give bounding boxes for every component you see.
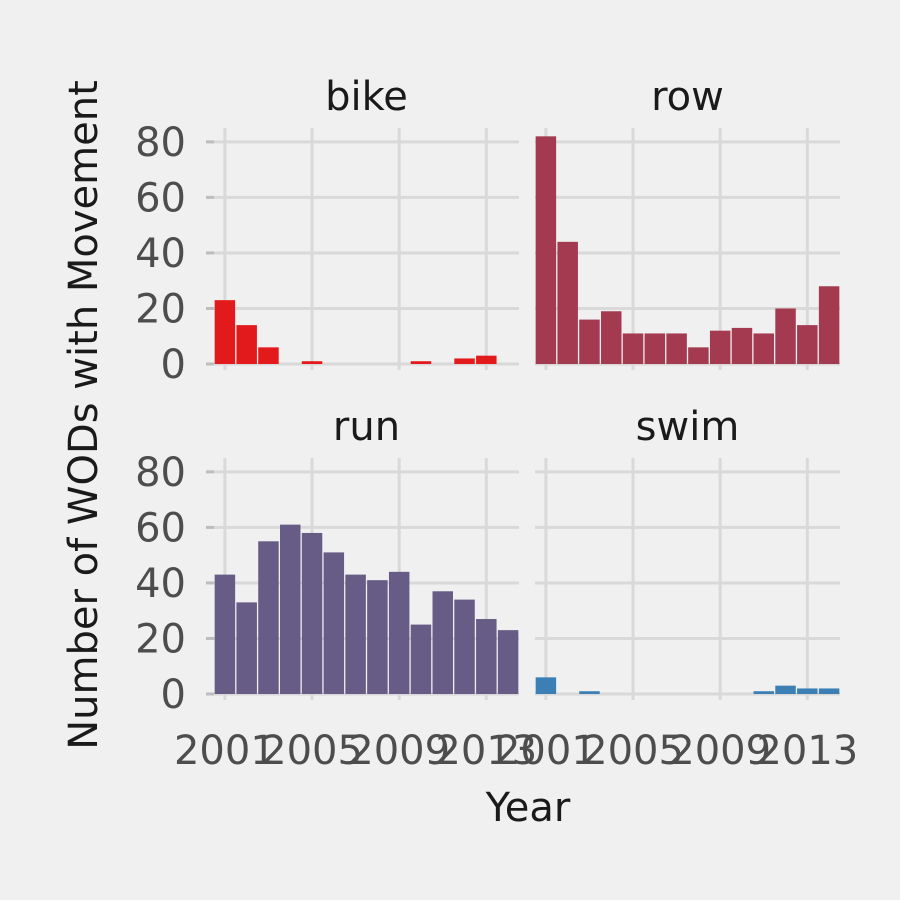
y-tick-label: 20 xyxy=(135,286,186,332)
bar-run-2002 xyxy=(236,602,257,694)
bar-run-2001 xyxy=(214,574,236,694)
bar-run-2005 xyxy=(301,532,323,694)
bar-bike-2002 xyxy=(236,325,257,364)
bar-row-2001 xyxy=(535,136,557,364)
bar-run-2009 xyxy=(388,571,410,694)
x-tick-label: 2013 xyxy=(756,728,858,774)
y-tick-label: 0 xyxy=(161,342,186,388)
y-tick-label: 80 xyxy=(135,450,186,496)
y-tick-label: 20 xyxy=(135,616,186,662)
bar-bike-2003 xyxy=(258,347,279,364)
panel-title-bike: bike xyxy=(325,74,408,120)
bar-row-2002 xyxy=(557,241,578,364)
bar-bike-2001 xyxy=(214,300,236,364)
bar-run-2006 xyxy=(323,552,345,694)
y-tick-label: 40 xyxy=(135,231,186,277)
bar-row-2011 xyxy=(753,333,774,364)
y-axis-title: Number of WODs with Movement xyxy=(61,80,107,750)
bar-swim-2014 xyxy=(818,688,840,694)
bar-run-2013 xyxy=(476,619,497,694)
x-tick-label: 2001 xyxy=(495,728,597,774)
bar-row-2004 xyxy=(601,311,622,364)
bar-run-2008 xyxy=(367,580,388,694)
y-tick-label: 80 xyxy=(135,120,186,166)
bar-run-2011 xyxy=(432,591,453,694)
bar-row-2009 xyxy=(709,330,731,364)
bar-bike-2005 xyxy=(301,361,323,364)
bar-swim-2011 xyxy=(753,691,774,694)
y-tick-label: 40 xyxy=(135,561,186,607)
bar-bike-2010 xyxy=(410,361,432,364)
bar-swim-2013 xyxy=(797,688,818,694)
bar-swim-2012 xyxy=(775,685,796,694)
y-tick-label: 60 xyxy=(135,175,186,221)
panel-title-run: run xyxy=(333,404,400,450)
x-axis-title: Year xyxy=(485,785,571,831)
bar-run-2012 xyxy=(454,599,475,694)
bar-run-2004 xyxy=(280,524,301,694)
x-tick-label: 2009 xyxy=(348,728,450,774)
bar-run-2010 xyxy=(410,624,432,694)
x-tick-label: 2005 xyxy=(261,728,363,774)
bar-row-2013 xyxy=(797,325,818,364)
bar-row-2010 xyxy=(731,327,753,364)
bar-row-2003 xyxy=(579,319,600,364)
bar-run-2014 xyxy=(497,630,519,694)
bar-swim-2001 xyxy=(535,677,557,694)
bar-row-2007 xyxy=(666,333,687,364)
bar-run-2003 xyxy=(258,541,279,694)
x-tick-label: 2009 xyxy=(669,728,771,774)
panels-group: bike020406080rowrun020406080200120052009… xyxy=(135,74,858,774)
panel-title-row: row xyxy=(651,74,724,120)
x-tick-label: 2001 xyxy=(174,728,276,774)
panel-title-swim: swim xyxy=(636,404,740,450)
bar-row-2005 xyxy=(622,333,644,364)
bar-row-2006 xyxy=(644,333,666,364)
bar-row-2008 xyxy=(688,347,709,364)
x-tick-label: 2005 xyxy=(582,728,684,774)
bar-swim-2003 xyxy=(579,691,600,694)
y-tick-label: 60 xyxy=(135,505,186,551)
y-tick-label: 0 xyxy=(161,672,186,718)
bar-run-2007 xyxy=(345,574,366,694)
bar-row-2012 xyxy=(775,308,796,364)
bar-bike-2013 xyxy=(476,355,497,364)
bar-bike-2012 xyxy=(454,358,475,364)
bar-row-2014 xyxy=(818,286,840,364)
x-tick-label: 2013 xyxy=(435,728,537,774)
